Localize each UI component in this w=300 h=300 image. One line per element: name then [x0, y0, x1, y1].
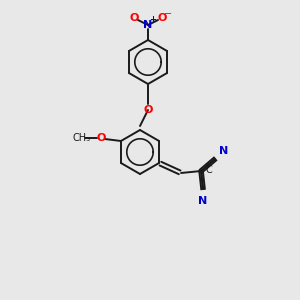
Text: −: −	[164, 9, 172, 19]
Text: C: C	[205, 165, 212, 175]
Text: +: +	[149, 16, 157, 25]
Text: N: N	[143, 20, 153, 30]
Text: N: N	[198, 196, 208, 206]
Text: O: O	[143, 105, 153, 115]
Text: O: O	[129, 13, 139, 23]
Text: N: N	[219, 146, 229, 156]
Text: O: O	[96, 133, 106, 143]
Text: CH₃: CH₃	[73, 133, 91, 143]
Text: O: O	[157, 13, 167, 23]
